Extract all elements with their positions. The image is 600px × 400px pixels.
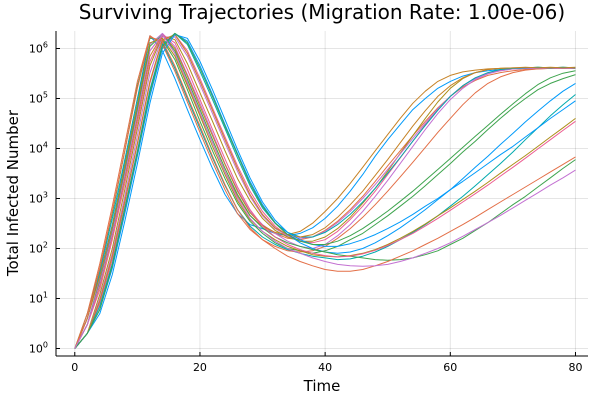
trajectory-line bbox=[74, 34, 576, 349]
y-tick-power: 0 bbox=[43, 341, 48, 350]
x-axis-label: Time bbox=[303, 377, 341, 395]
plot-area bbox=[74, 32, 576, 349]
x-tick-label: 20 bbox=[193, 361, 207, 374]
y-tick-power: 6 bbox=[43, 41, 48, 50]
y-tick-base: 10 bbox=[29, 143, 43, 156]
y-tick-base: 10 bbox=[29, 343, 43, 356]
y-tick-power: 2 bbox=[43, 241, 48, 250]
y-tick-label: 104 bbox=[29, 141, 48, 156]
x-tick-label: 0 bbox=[71, 361, 78, 374]
x-tick-label: 80 bbox=[568, 361, 582, 374]
y-tick-base: 10 bbox=[29, 193, 43, 206]
y-tick-label: 102 bbox=[29, 241, 48, 256]
y-tick-label: 106 bbox=[29, 41, 48, 56]
trajectory-line bbox=[74, 36, 576, 349]
y-axis-label: Total Infected Number bbox=[4, 109, 22, 277]
y-tick-base: 10 bbox=[29, 43, 43, 56]
chart-title: Surviving Trajectories (Migration Rate: … bbox=[79, 0, 565, 24]
trajectory-line bbox=[74, 32, 576, 349]
y-tick-power: 1 bbox=[43, 291, 48, 300]
y-tick-label: 105 bbox=[29, 91, 48, 106]
y-tick-label: 100 bbox=[29, 341, 48, 356]
axes bbox=[55, 31, 588, 357]
y-tick-label: 103 bbox=[29, 191, 48, 206]
x-axis-ticks: 0 20 40 60 80 bbox=[71, 352, 582, 374]
y-tick-base: 10 bbox=[29, 93, 43, 106]
y-tick-power: 5 bbox=[43, 91, 48, 100]
trajectory-line bbox=[74, 34, 576, 349]
y-tick-power: 4 bbox=[43, 141, 48, 150]
x-tick-label: 60 bbox=[443, 361, 457, 374]
y-tick-base: 10 bbox=[29, 293, 43, 306]
y-tick-base: 10 bbox=[29, 243, 43, 256]
y-tick-power: 3 bbox=[43, 191, 48, 200]
trajectory-line bbox=[74, 34, 576, 349]
trajectory-line bbox=[74, 34, 576, 349]
trajectory-line bbox=[74, 32, 576, 349]
x-tick-label: 40 bbox=[318, 361, 332, 374]
series-lines bbox=[74, 32, 576, 349]
trajectory-line bbox=[74, 34, 576, 349]
y-tick-label: 101 bbox=[29, 291, 48, 306]
